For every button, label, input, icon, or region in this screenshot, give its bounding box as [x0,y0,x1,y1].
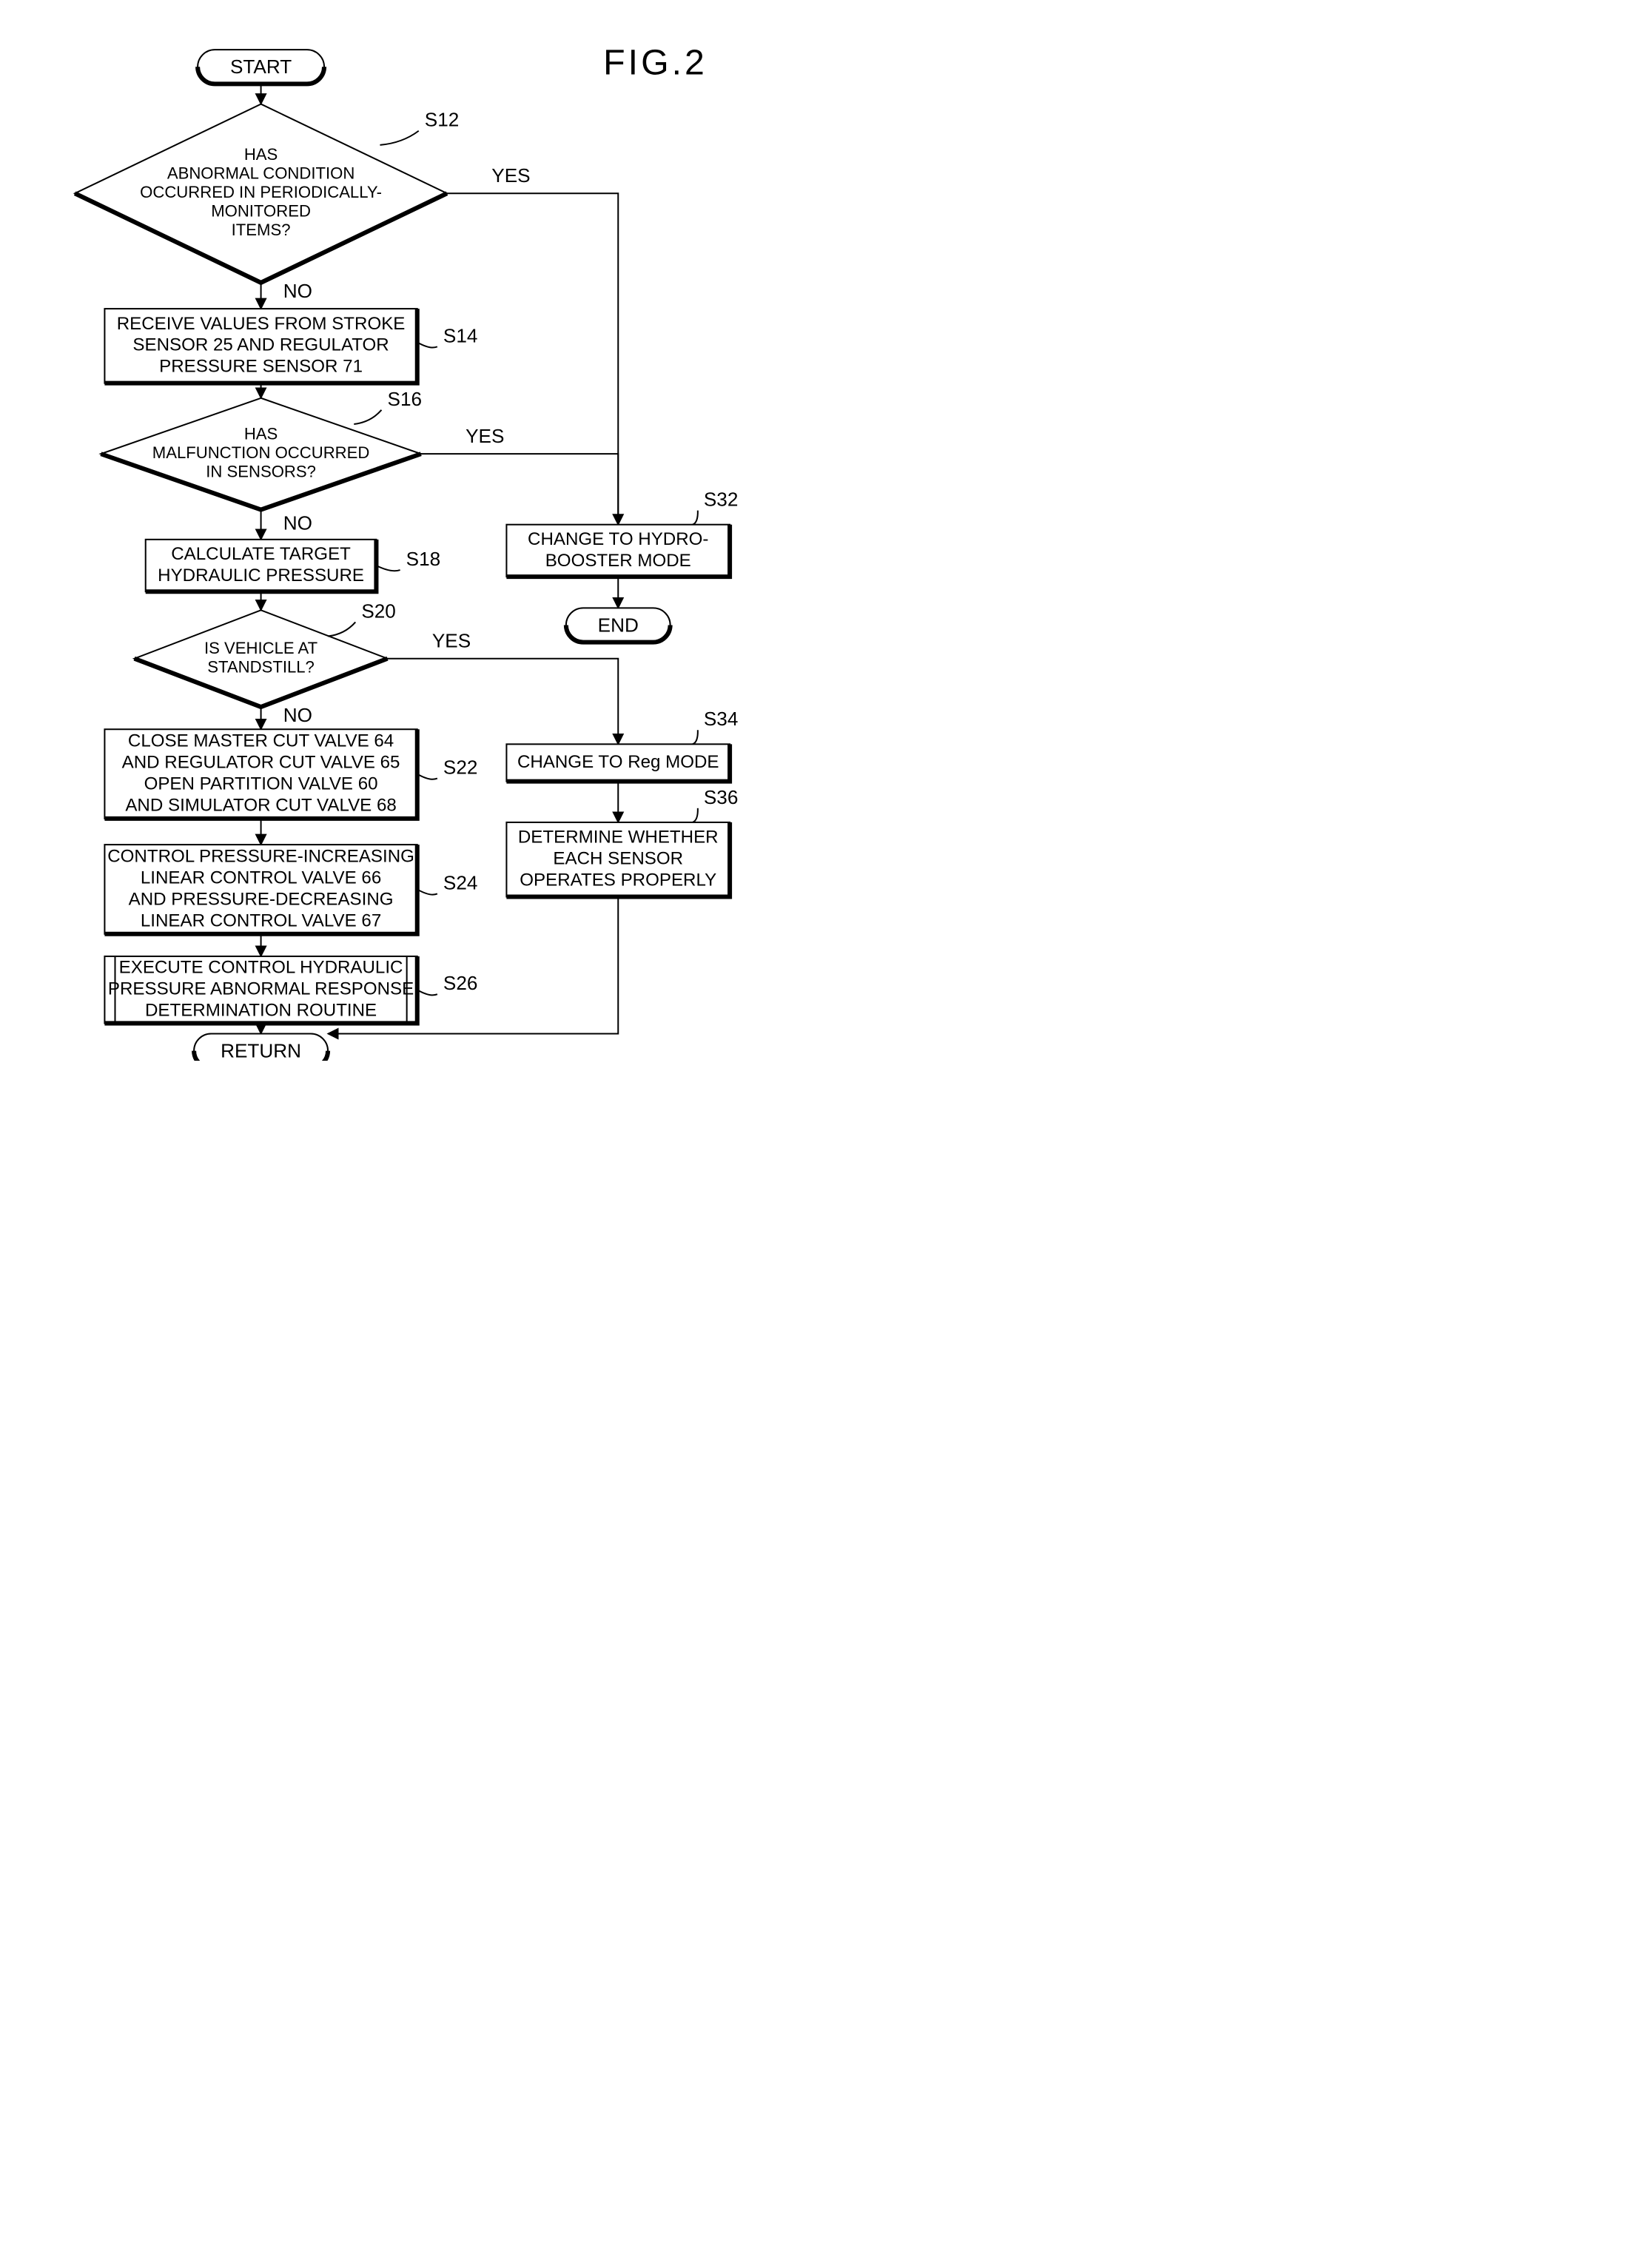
node-s14: RECEIVE VALUES FROM STROKESENSOR 25 AND … [104,309,477,383]
node-s16: HASMALFUNCTION OCCURREDIN SENSORS? S16 [101,388,422,510]
node-start: START [198,50,324,84]
s36-text-0: DETERMINE WHETHER [518,828,719,848]
edge-label: YES [491,164,530,187]
s26-text-1: PRESSURE ABNORMAL RESPONSE [108,979,414,999]
s32-text-0: CHANGE TO HYDRO- [528,529,708,549]
edge [421,454,618,525]
s34-text-0: CHANGE TO Reg MODE [517,752,719,772]
s26-text-0: EXECUTE CONTROL HYDRAULIC [119,958,403,978]
node-s34: CHANGE TO Reg MODE S34 [506,708,738,781]
s22-text-2: OPEN PARTITION VALVE 60 [144,774,378,794]
s16-label: S16 [388,388,422,410]
edge [388,659,619,745]
s32-lead [693,511,698,525]
node-s36: DETERMINE WHETHEREACH SENSOROPERATES PRO… [506,786,738,897]
edge-label: YES [466,425,504,447]
s36-text-2: OPERATES PROPERLY [520,870,716,890]
start-text: START [230,56,292,78]
s22-lead [417,774,437,779]
s26-text-2: DETERMINATION ROUTINE [145,1001,377,1021]
s24-text-0: CONTROL PRESSURE-INCREASING [107,846,414,866]
s18-lead [376,566,400,571]
s14-label: S14 [443,324,477,346]
s34-label: S34 [704,708,738,730]
s20-text-0: IS VEHICLE AT [204,639,317,657]
s22-text-1: AND REGULATOR CUT VALVE 65 [122,752,400,772]
s36-label: S36 [704,786,738,808]
s16-text-1: MALFUNCTION OCCURRED [152,443,370,462]
s22-text-0: CLOSE MASTER CUT VALVE 64 [128,731,394,751]
s24-text-2: AND PRESSURE-DECREASING [129,889,394,909]
s26-label: S26 [443,972,477,994]
node-s32: CHANGE TO HYDRO-BOOSTER MODE S32 [506,489,738,577]
node-s26: EXECUTE CONTROL HYDRAULICPRESSURE ABNORM… [104,956,477,1024]
flowchart-diagram: FIG.2NONONOYESYESYESSTARTHASABNORMAL CON… [30,30,775,1061]
s24-text-3: LINEAR CONTROL VALVE 67 [141,910,381,930]
s16-lead [354,410,381,424]
edge-label: NO [283,512,312,534]
s16-text-2: IN SENSORS? [206,462,316,480]
node-s24: CONTROL PRESSURE-INCREASINGLINEAR CONTRO… [104,845,477,934]
s24-text-1: LINEAR CONTROL VALVE 66 [141,868,381,888]
s12-text-3: MONITORED [211,202,311,221]
figure-title: FIG.2 [603,42,708,82]
s12-text-4: ITEMS? [232,221,291,239]
edge-label: NO [283,704,312,726]
s18-label: S18 [406,548,440,570]
s12-text-1: ABNORMAL CONDITION [167,164,354,183]
s14-text-0: RECEIVE VALUES FROM STROKE [117,314,406,334]
edge-label: YES [432,630,471,652]
s12-text-0: HAS [244,145,278,164]
s20-lead [328,622,355,636]
edge [447,193,618,524]
node-s18: CALCULATE TARGETHYDRAULIC PRESSURE S18 [146,540,440,591]
s36-text-1: EACH SENSOR [553,849,683,869]
s14-text-2: PRESSURE SENSOR 71 [159,357,363,377]
s36-lead [693,808,698,822]
s18-text-0: CALCULATE TARGET [171,544,351,564]
s32-label: S32 [704,489,738,511]
s22-label: S22 [443,756,477,779]
end-text: END [598,614,639,636]
s12-label: S12 [425,109,459,131]
node-s12: HASABNORMAL CONDITIONOCCURRED IN PERIODI… [75,104,459,283]
edge-label: NO [283,280,312,302]
s20-text-1: STANDSTILL? [207,657,315,676]
s18-text-1: HYDRAULIC PRESSURE [158,566,364,586]
node-s22: CLOSE MASTER CUT VALVE 64AND REGULATOR C… [104,729,477,819]
s24-label: S24 [443,871,477,893]
s20-label: S20 [361,600,395,622]
node-end: END [566,608,671,642]
s34-lead [693,730,698,744]
s16-text-0: HAS [244,425,278,443]
s12-lead [380,131,418,145]
node-return: RETURN [194,1034,328,1061]
s14-text-1: SENSOR 25 AND REGULATOR [132,335,389,355]
return-text: RETURN [221,1040,301,1061]
s24-lead [417,889,437,894]
s14-lead [417,342,437,347]
node-s20: IS VEHICLE ATSTANDSTILL? S20 [135,600,396,707]
s22-text-3: AND SIMULATOR CUT VALVE 68 [125,795,396,815]
s12-text-2: OCCURRED IN PERIODICALLY- [140,183,382,201]
s32-text-1: BOOSTER MODE [545,551,691,571]
s26-lead [417,990,437,995]
